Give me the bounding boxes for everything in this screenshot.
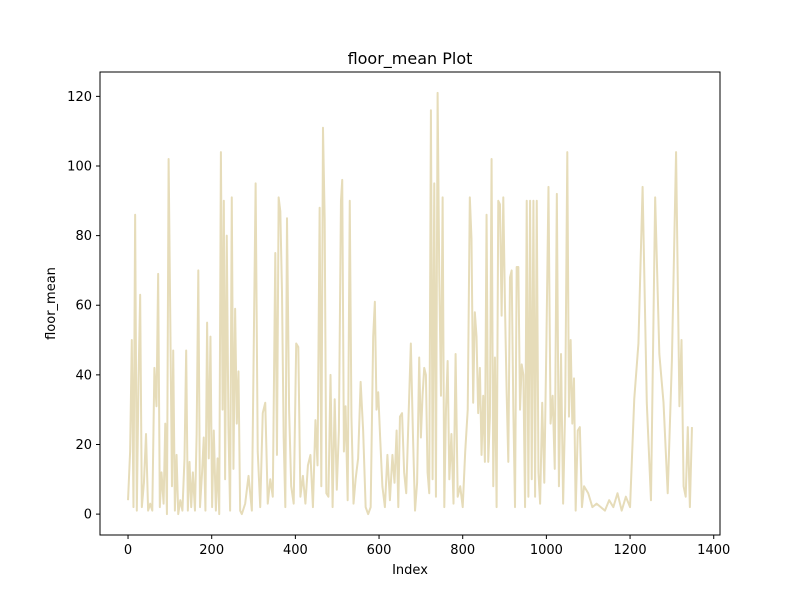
y-tick-label: 0 <box>84 508 92 523</box>
x-tick-label: 400 <box>283 543 308 558</box>
x-tick-label: 1400 <box>697 543 730 558</box>
y-tick-label: 20 <box>75 438 92 453</box>
y-tick-label: 60 <box>75 299 92 314</box>
y-tick-label: 80 <box>75 229 92 244</box>
x-axis-label: Index <box>392 563 428 578</box>
x-tick-label: 1200 <box>614 543 647 558</box>
series-line <box>127 91 693 516</box>
y-tick-label: 120 <box>67 90 92 105</box>
y-tick-label: 100 <box>67 159 92 174</box>
y-axis-label: floor_mean <box>44 267 59 340</box>
chart-title: floor_mean Plot <box>348 49 473 69</box>
x-axis-ticks: 0 200 400 600 800 1000 1200 1400 <box>124 535 730 558</box>
series-marks <box>127 91 693 516</box>
x-tick-label: 800 <box>450 543 475 558</box>
x-tick-label: 600 <box>367 543 392 558</box>
y-axis-ticks: 0 20 40 60 80 100 120 <box>67 90 100 523</box>
axes-frame <box>99 71 721 536</box>
y-tick-label: 40 <box>75 368 92 383</box>
x-tick-label: 0 <box>124 543 132 558</box>
x-tick-label: 1000 <box>530 543 563 558</box>
x-tick-label: 200 <box>199 543 224 558</box>
